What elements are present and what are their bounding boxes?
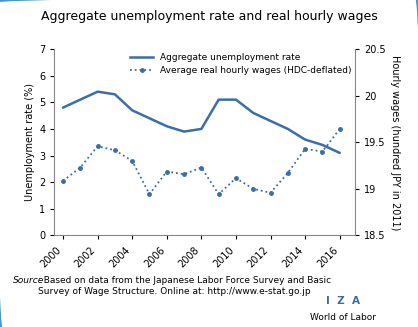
Y-axis label: Unemployment rate (%): Unemployment rate (%) (25, 83, 35, 201)
Y-axis label: Hourly wages (hundred JPY in 2011): Hourly wages (hundred JPY in 2011) (390, 55, 400, 230)
Text: Source: Source (13, 276, 44, 285)
Legend: Aggregate unemployment rate, Average real hourly wages (HDC-deflated): Aggregate unemployment rate, Average rea… (127, 49, 355, 79)
Text: I  Z  A: I Z A (326, 296, 360, 306)
Text: World of Labor: World of Labor (310, 314, 376, 322)
Text: : Based on data from the Japanese Labor Force Survey and Basic
Survey of Wage St: : Based on data from the Japanese Labor … (38, 276, 331, 296)
Text: Aggregate unemployment rate and real hourly wages: Aggregate unemployment rate and real hou… (41, 10, 377, 23)
